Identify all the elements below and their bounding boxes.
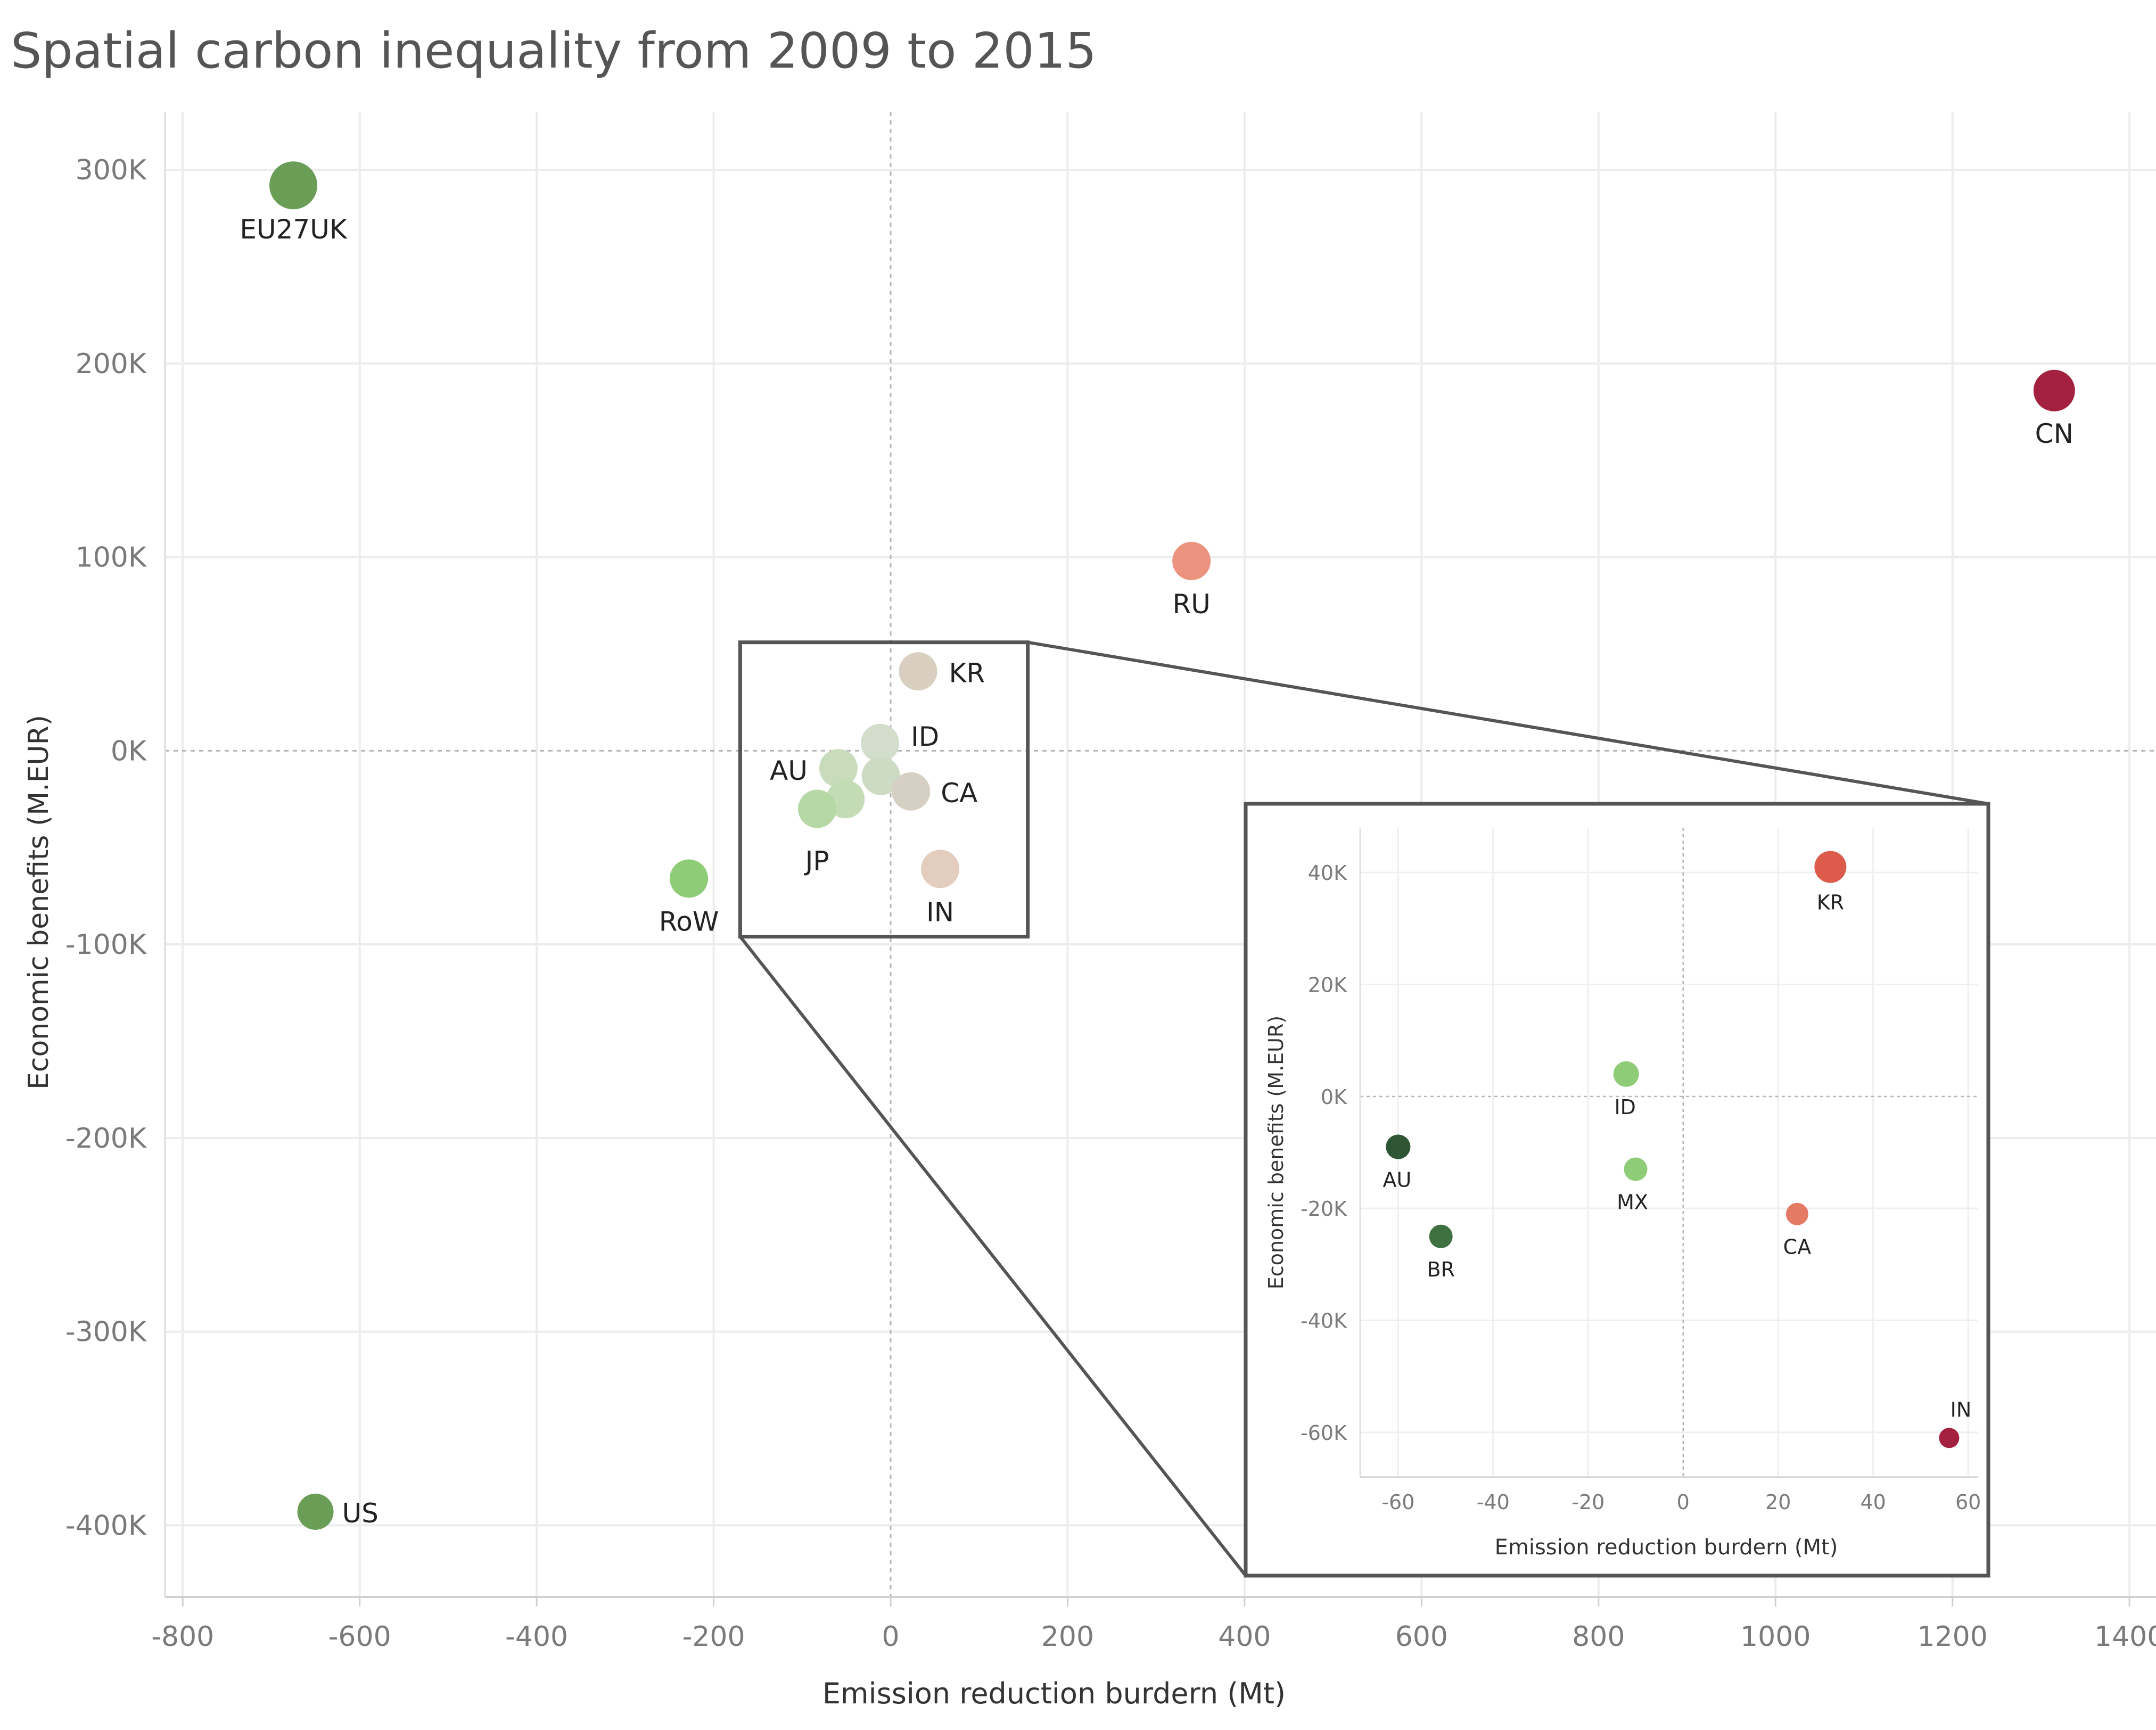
data-label: RU [1173,589,1211,620]
data-label: EU27UK [240,214,347,245]
data-point [798,789,837,828]
data-point [892,772,931,811]
chart-title: Spatial carbon inequality from 2009 to 2… [11,22,1097,79]
data-point [297,1493,334,1530]
zoom-connector-line [1027,640,1989,805]
y-tick-label: -300K [65,1316,147,1348]
inset-data-point [1785,1202,1808,1225]
zoom-region [738,640,1989,1577]
data-label: CA [941,778,977,809]
data-point [861,723,900,762]
x-tick-label: -600 [328,1621,391,1653]
data-point [2033,369,2075,411]
inset-x-tick-label: -40 [1477,1490,1510,1514]
inset-y-tick-label: 40K [1308,861,1347,885]
data-point [899,652,937,691]
inset-x-tick-label: 60 [1955,1490,1981,1514]
main-axes: -800 -600 -400 -200 0 200 400 600 800 1000 1200 140… [23,112,2156,1710]
inset-y-tick-label: -60K [1301,1421,1347,1445]
inset-x-tick-label: 40 [1861,1490,1886,1514]
x-tick-label: 800 [1572,1621,1625,1653]
x-tick-label: 1400 [2094,1621,2156,1653]
main-points: EU27UK CN RU KR ID AU CA JP IN RoW US [240,161,2075,1530]
x-tick-label: -800 [151,1621,214,1653]
inset-y-tick-label: 0K [1321,1085,1347,1109]
inset-data-point [1429,1224,1453,1248]
inset-y-tick-label: 20K [1308,973,1347,996]
inset-x-tick-label: 20 [1765,1490,1791,1514]
y-tick-label: 200K [76,348,147,380]
x-tick-label: 200 [1041,1621,1094,1653]
y-tick-label: 100K [76,542,147,574]
inset-data-label: AU [1383,1168,1411,1191]
inset-data-label: BR [1427,1258,1454,1281]
inset-data-point [1386,1134,1411,1159]
data-label: CN [2035,418,2073,449]
data-label: ID [911,721,939,752]
zoom-rectangle [738,640,1030,939]
data-label: AU [770,755,808,786]
zoom-connector-line [739,935,1247,1577]
data-label: JP [804,846,829,877]
x-axis-title: Emission reduction burdern (Mt) [822,1677,1286,1710]
data-label: IN [926,896,954,927]
inset-data-label: ID [1614,1095,1635,1119]
x-tick-label: 1000 [1740,1621,1811,1653]
y-tick-label: 0K [111,735,147,767]
inset-data-point [1939,1428,1960,1448]
inset-x-tick-label: -20 [1571,1490,1604,1514]
inset-y-axis-title: Economic benefits (M.EUR) [1264,1016,1288,1289]
x-tick-label: -200 [682,1621,745,1653]
inset-data-label: CA [1783,1235,1812,1259]
x-tick-label: 600 [1395,1621,1448,1653]
inset-y-tick-label: -40K [1301,1309,1347,1333]
data-point [1172,541,1211,580]
x-tick-label: 0 [882,1621,899,1653]
x-tick-label: 1200 [1918,1621,1988,1653]
data-point [861,756,900,795]
data-point [269,161,318,210]
y-tick-label: -400K [65,1510,147,1542]
data-label: RoW [659,906,719,937]
data-point [670,859,709,898]
inset-x-tick-label: -60 [1381,1490,1414,1514]
y-tick-label: -200K [65,1123,147,1155]
data-point [819,749,858,788]
inset-frame [1244,802,1990,1578]
inset-x-tick-label: 0 [1677,1490,1690,1514]
data-point [921,850,960,888]
y-axis-title: Economic benefits (M.EUR) [23,715,55,1090]
inset-data-label: KR [1817,891,1844,915]
inset-data-label: MX [1617,1191,1648,1214]
inset-data-point [1613,1061,1639,1087]
inset-y-tick-label: -20K [1301,1197,1347,1221]
inset-data-point [1624,1157,1648,1181]
x-tick-label: -400 [505,1621,568,1653]
inset-data-label: IN [1951,1398,1972,1421]
y-tick-label: 300K [76,154,147,186]
inset-chart: -60 -40 -20 0 20 40 60 40K 20K 0K -20K -40K -60K Emis… [1244,802,1990,1578]
inset-data-point [1814,851,1847,883]
data-label: US [342,1498,378,1529]
x-tick-label: 400 [1218,1621,1271,1653]
y-tick-label: -100K [65,929,147,961]
inset-x-axis-title: Emission reduction burdern (Mt) [1495,1535,1838,1560]
data-label: KR [949,657,985,688]
